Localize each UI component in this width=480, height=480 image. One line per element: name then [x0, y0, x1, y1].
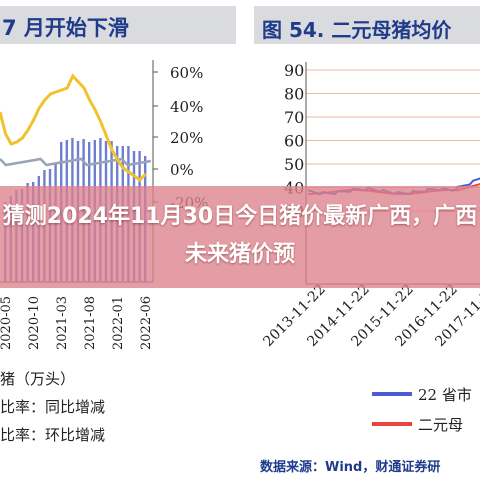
left-x-tick-label: 2022-06	[139, 296, 154, 350]
legend-pig-count: 猪（万头）	[0, 370, 76, 388]
right-y-tick-label: 80	[284, 85, 304, 104]
data-source: 数据来源：Wind，财通证券研	[260, 460, 441, 475]
left-x-tick-label: 2021-03	[55, 296, 70, 350]
right-chart-title-bar: 图 54. 二元母猪均价	[254, 6, 480, 44]
left-line-mom	[0, 157, 152, 167]
right-y-tick-label: 60	[284, 132, 304, 151]
legend-binary-sow: 二元母	[418, 416, 464, 434]
left-y-tick-label: 0%	[170, 161, 194, 179]
right-y-tick-label: 50	[284, 155, 304, 174]
legend-yoy: 比率：同比增减	[0, 398, 106, 416]
legend-22-provinces: 22 省市	[418, 386, 472, 404]
headline-banner[interactable]: 猜测2024年11月30日今日猪价最新广西，广西未来猪价预	[0, 186, 480, 288]
right-y-tick-label: 90	[284, 61, 304, 80]
left-chart-title: 7 月开始下滑	[2, 16, 129, 40]
right-chart-title: 图 54. 二元母猪均价	[262, 18, 452, 42]
left-x-tick-label: 2020-05	[0, 296, 14, 350]
left-y-tick-label: 40%	[170, 98, 203, 116]
headline-text[interactable]: 猜测2024年11月30日今日猪价最新广西，广西未来猪价预	[2, 204, 478, 267]
left-y-tick-label: 20%	[170, 129, 203, 147]
left-x-tick-label: 2021-08	[83, 296, 98, 350]
left-chart-title-bar: 7 月开始下滑	[0, 6, 236, 44]
right-y-tick-label: 70	[284, 108, 304, 127]
left-line-yoy	[0, 73, 147, 182]
left-x-tick-label: 2022-01	[111, 296, 126, 350]
left-y-tick-label: 60%	[170, 64, 203, 82]
right-legend-swatches	[372, 392, 412, 426]
legend-mom: 比率：环比增减	[0, 426, 106, 444]
left-x-tick-label: 2020-10	[27, 296, 42, 350]
